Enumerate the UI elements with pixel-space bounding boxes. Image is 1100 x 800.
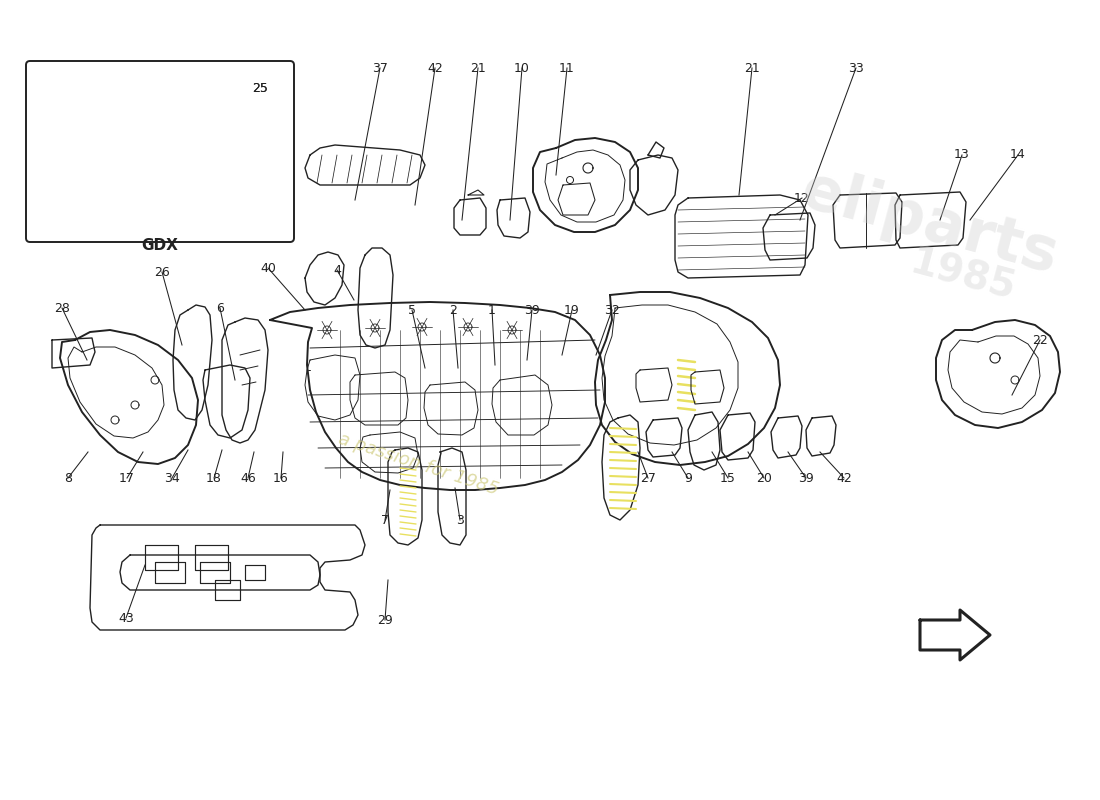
Text: 14: 14	[1010, 149, 1026, 162]
Text: 21: 21	[744, 62, 760, 74]
Text: 3: 3	[456, 514, 464, 526]
Text: 28: 28	[54, 302, 70, 314]
Text: 40: 40	[260, 262, 276, 274]
Text: 26: 26	[154, 266, 169, 278]
Text: 21: 21	[470, 62, 486, 74]
Text: 43: 43	[118, 611, 134, 625]
Text: eliparts: eliparts	[794, 162, 1065, 286]
Text: 42: 42	[427, 62, 443, 74]
Text: 6: 6	[216, 302, 224, 314]
Text: 9: 9	[684, 471, 692, 485]
Text: 13: 13	[954, 149, 970, 162]
Text: 25: 25	[252, 82, 268, 94]
Text: 16: 16	[273, 471, 289, 485]
Text: 11: 11	[559, 62, 575, 74]
Text: a passion for 1985: a passion for 1985	[336, 430, 500, 498]
Text: 2: 2	[449, 303, 456, 317]
Text: 46: 46	[240, 471, 256, 485]
Text: 1985: 1985	[905, 244, 1020, 308]
Text: 33: 33	[848, 62, 864, 74]
Text: 4: 4	[333, 263, 341, 277]
Text: 8: 8	[64, 471, 72, 485]
Text: 15: 15	[720, 471, 736, 485]
Text: 27: 27	[640, 471, 656, 485]
Text: 42: 42	[836, 471, 851, 485]
Text: 34: 34	[164, 471, 180, 485]
Text: 10: 10	[514, 62, 530, 74]
Text: 39: 39	[799, 471, 814, 485]
Text: 20: 20	[756, 471, 772, 485]
Text: 12: 12	[794, 191, 810, 205]
Text: 29: 29	[377, 614, 393, 626]
Text: 22: 22	[1032, 334, 1048, 346]
Text: 7: 7	[381, 514, 389, 526]
FancyBboxPatch shape	[26, 61, 294, 242]
Text: 5: 5	[408, 303, 416, 317]
Text: 17: 17	[119, 471, 135, 485]
Text: 39: 39	[524, 303, 540, 317]
Text: 32: 32	[604, 303, 620, 317]
Text: 37: 37	[372, 62, 388, 74]
Text: 18: 18	[206, 471, 222, 485]
Text: 19: 19	[564, 303, 580, 317]
Text: 25: 25	[252, 82, 268, 94]
Text: 1: 1	[488, 303, 496, 317]
Text: GDX: GDX	[142, 238, 178, 253]
